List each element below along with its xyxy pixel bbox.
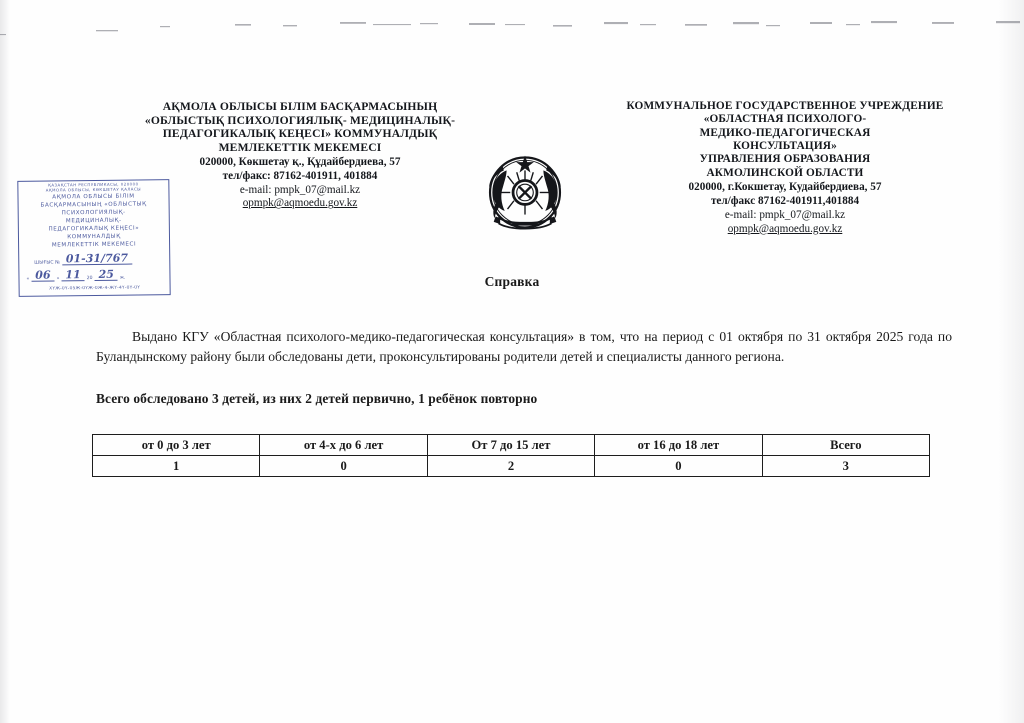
letterhead-ru-org-line-6: АКМОЛИНСКОЙ ОБЛАСТИ [706, 166, 864, 179]
scan-noise-top [0, 21, 1020, 36]
letterhead-ru-org-line-2: «ОБЛАСТНАЯ ПСИХОЛОГО- [703, 113, 867, 126]
letterhead-kk-org-line-4: МЕМЛЕКЕТТІК МЕКЕМЕСІ [218, 141, 382, 155]
letterhead-kk-address: 020000, Көкшетау қ., Құдайбердиева, 57 [199, 155, 401, 168]
letterhead-ru-email: e-mail: pmpk_07@mail.kz [724, 209, 846, 222]
stamp-registration-number: 01-31/767 [61, 251, 133, 265]
stamp-registration-label: ШЫҒЫС № [34, 259, 60, 266]
letterhead-ru-phone: тел/факс 87162-401911,401884 [710, 195, 860, 208]
scan-edge-right [998, 0, 1024, 723]
table-header-4-6: от 4-х до 6 лет [259, 434, 428, 456]
letterhead-ru-org-line-5: УПРАВЛЕНИЯ ОБРАЗОВАНИЯ [699, 153, 871, 166]
table-cell-4-6: 0 [259, 455, 428, 477]
table-header-7-15: От 7 до 15 лет [426, 434, 596, 456]
age-group-table: от 0 до 3 лет от 4-х до 6 лет От 7 до 15… [91, 434, 931, 477]
letterhead-ru-email-link[interactable]: opmpk@aqmoedu.gov.kz [727, 222, 843, 235]
table-cell-7-15: 2 [426, 455, 596, 477]
letterhead-ru-org-line-3: МЕДИКО-ПЕДАГОГИЧЕСКАЯ [699, 126, 871, 139]
table-header-16-18: от 16 до 18 лет [594, 434, 763, 456]
letterhead-ru-org-line-1: КОММУНАЛЬНОЕ ГОСУДАРСТВЕННОЕ УЧРЕЖДЕНИЕ [626, 100, 944, 112]
kazakhstan-coat-of-arms-icon [488, 155, 562, 230]
letterhead-russian: КОММУНАЛЬНОЕ ГОСУДАРСТВЕННОЕ УЧРЕЖДЕНИЕ … [586, 100, 984, 236]
table-row: 1 0 2 0 3 [91, 455, 931, 477]
scan-edge-left [0, 0, 10, 723]
body-paragraph: Выдано КГУ «Областная психолого-медико-п… [96, 329, 952, 365]
letterhead-kk-email-link[interactable]: opmpk@aqmoedu.gov.kz [242, 197, 358, 210]
table-header-total: Всего [761, 434, 931, 456]
table-cell-0-3: 1 [91, 455, 261, 477]
letterhead-kk-email: e-mail: pmpk_07@mail.kz [239, 184, 361, 197]
summary-total-line: Всего обследовано 3 детей, из них 2 дете… [96, 391, 538, 406]
letterhead-ru-org-line-4: КОНСУЛЬТАЦИЯ» [733, 139, 837, 152]
table-cell-total: 3 [761, 455, 931, 477]
stamp-registration-number-row: ШЫҒЫС № 01-31/767 [22, 251, 166, 266]
page-title: Справка [484, 274, 540, 289]
stamp-body-line-7: МЕМЛЕКЕТТІК МЕКЕМЕСІ [51, 241, 137, 249]
letterhead-kazakh: АҚМОЛА ОБЛЫСЫ БІЛІМ БАСҚАРМАСЫНЫҢ «ОБЛЫС… [104, 100, 496, 211]
letterhead-kk-phone: тел/факс: 87162-401911, 401884 [222, 169, 378, 182]
letterhead-ru-address: 020000, г.Кокшетау, Кудайбердиева, 57 [688, 180, 882, 193]
letterhead-kk-org-line-3: ПЕДАГОГИКАЛЫҚ КЕҢЕСІ» КОММУНАЛДЫҚ [162, 127, 438, 141]
table-cell-16-18: 0 [594, 455, 763, 477]
letterhead-kk-org-line-2: «ОБЛЫСТЫҚ ПСИХОЛОГИЯЛЫҚ- МЕДИЦИНАЛЫҚ- [144, 113, 456, 127]
table-header-row: от 0 до 3 лет от 4-х до 6 лет От 7 до 15… [91, 434, 931, 456]
table-header-0-3: от 0 до 3 лет [91, 434, 261, 456]
letterhead-kk-org-line-1: АҚМОЛА ОБЛЫСЫ БІЛІМ БАСҚАРМАСЫНЫҢ [162, 100, 438, 113]
